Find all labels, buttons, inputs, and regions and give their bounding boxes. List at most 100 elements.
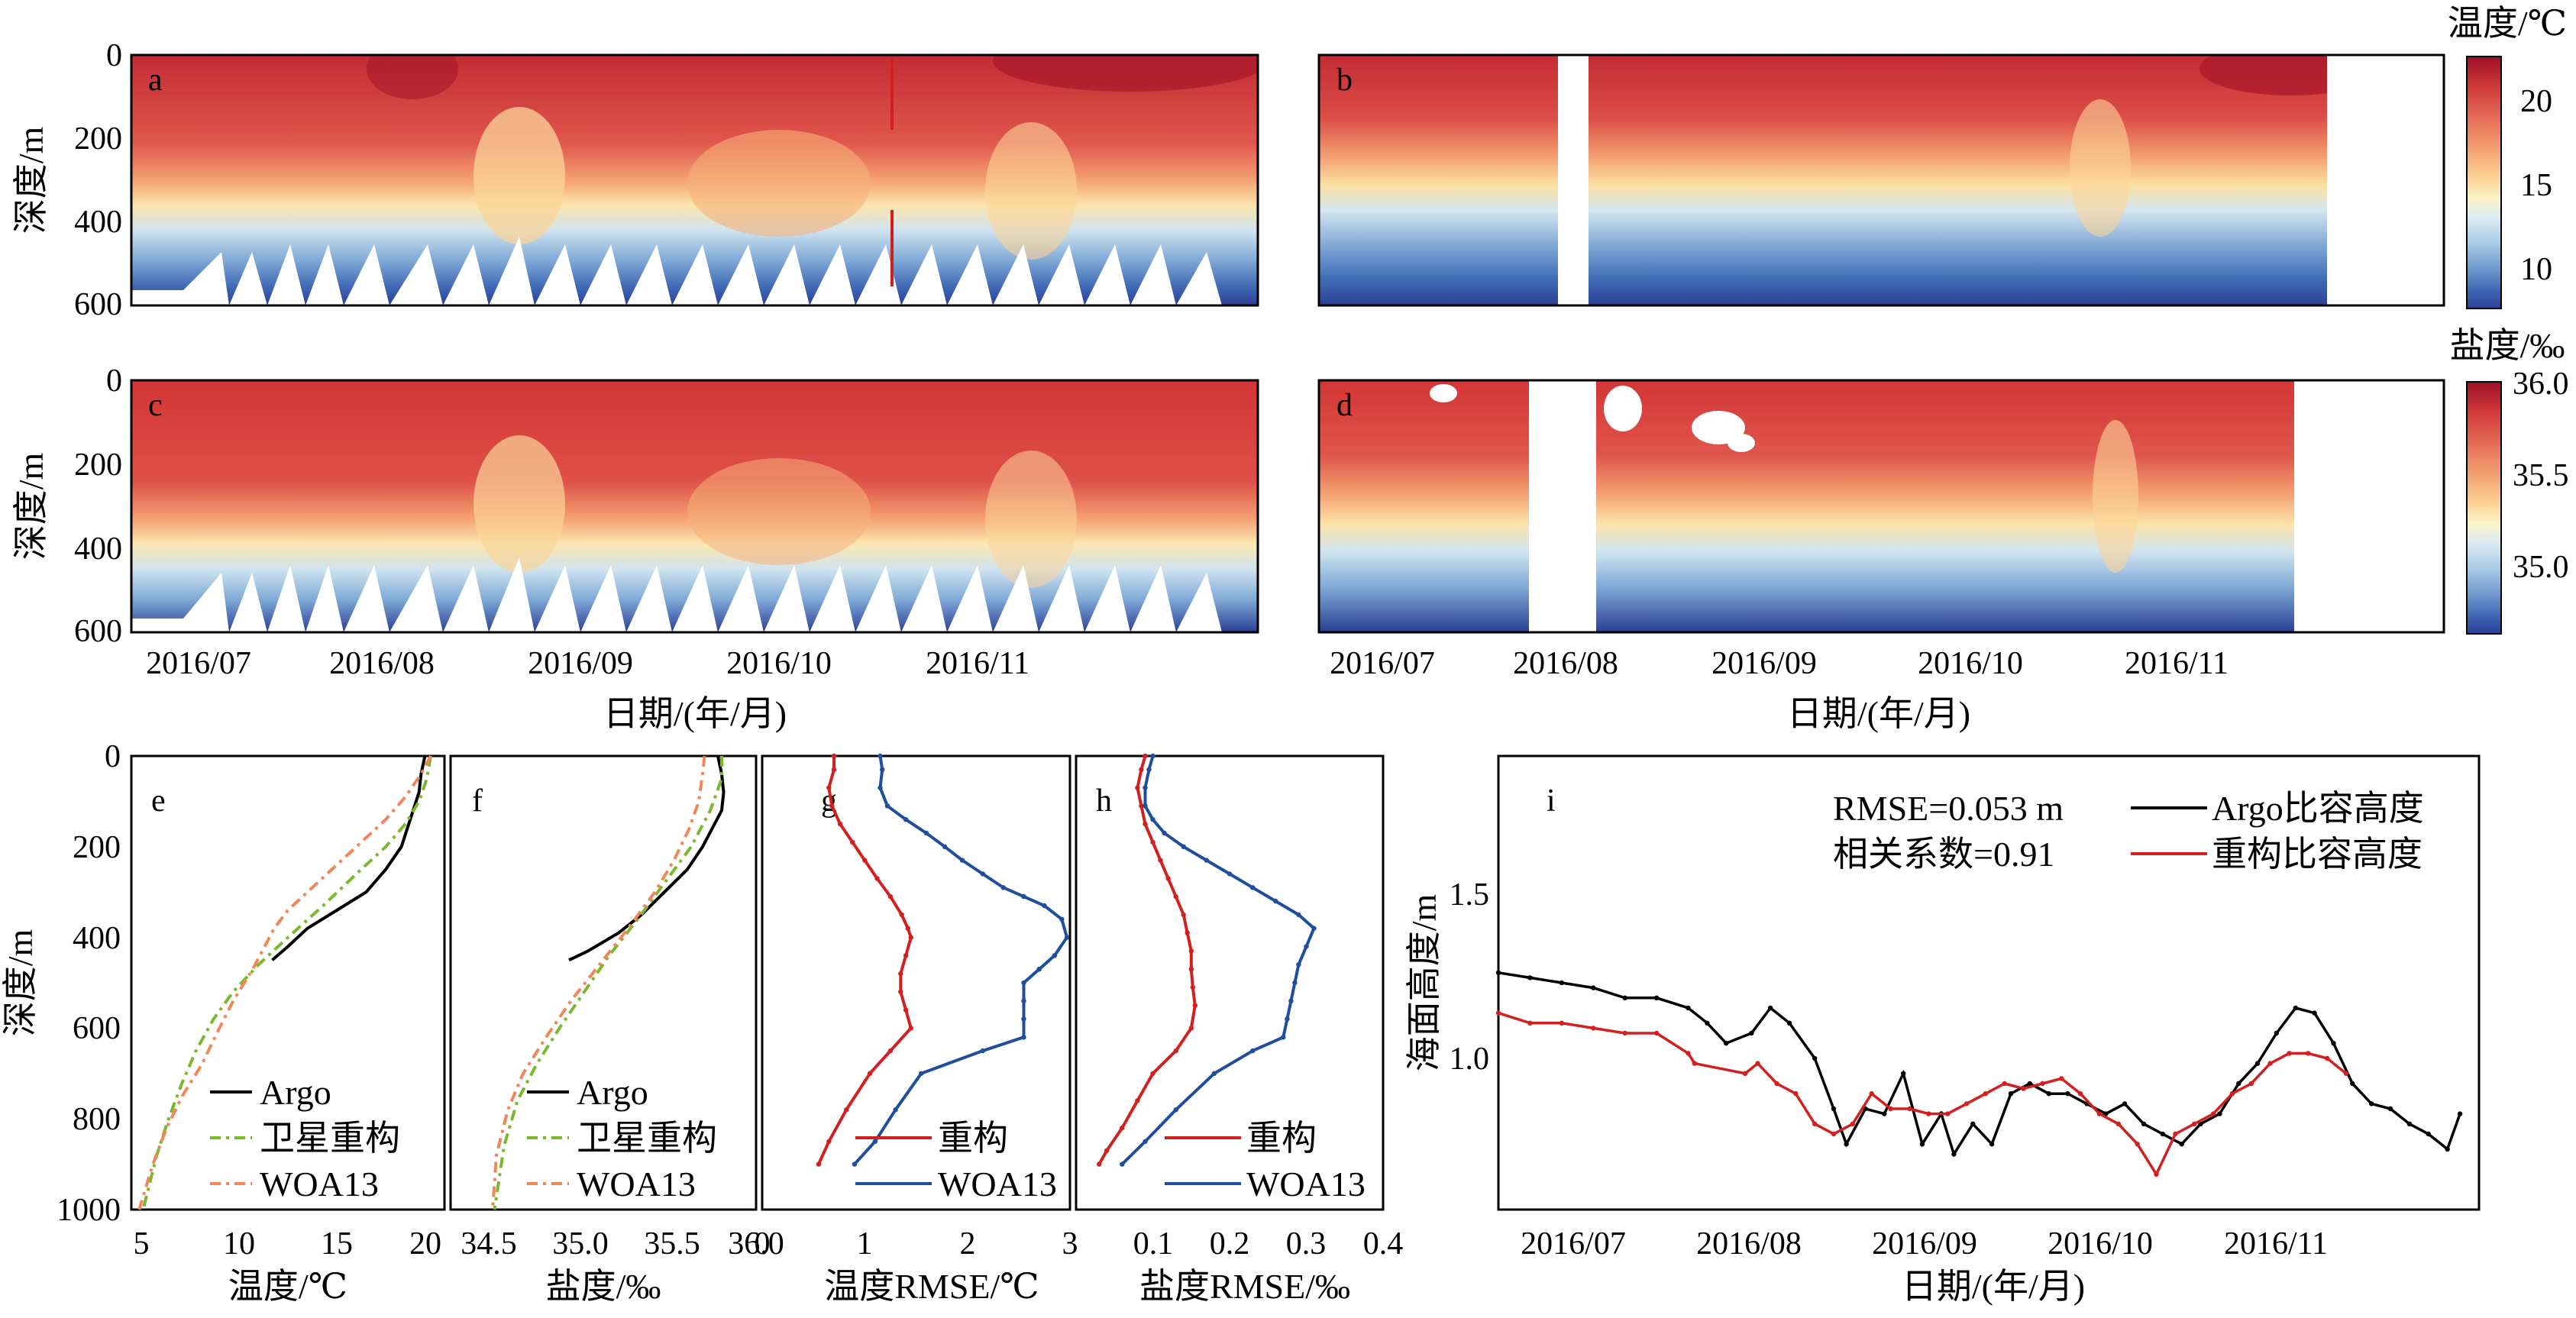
series-i-0-point-7 [1705, 1020, 1710, 1026]
series-h-1-point-10 [1273, 898, 1278, 904]
panel-c-label: c [148, 388, 163, 423]
panel-d: d 2016/07 2016/08 2016/09 2016/10 2016/1… [1317, 379, 2445, 681]
cbtick-temp-15: 15 [2520, 168, 2552, 203]
panel-i: i 1.5 1.0 海面高度/m 2016/07 2016/08 2016/09… [1404, 754, 2481, 1306]
series-g-0-point-7 [874, 876, 880, 881]
xtick-d-2016-10: 2016/10 [1918, 646, 2023, 681]
series-i-0-point-0 [1495, 970, 1501, 976]
xlabel-i: 日期/(年/月) [1902, 1267, 2085, 1306]
series-i-1-point-16 [1888, 1106, 1893, 1112]
series-h-1-line [1120, 755, 1316, 1166]
series-g-0-point-16 [908, 1026, 914, 1031]
xtick-h-03: 0.3 [1286, 1226, 1327, 1261]
series-h-0-point-16 [1173, 1048, 1178, 1054]
series-h-0-point-3 [1139, 803, 1144, 809]
series-i-1-line [1498, 1011, 2348, 1177]
series-h-0-point-21 [1097, 1161, 1102, 1167]
panel-f: f 34.5 35.0 35.5 36.0 盐度/‰ Argo 卫星重构 WOA… [449, 754, 784, 1306]
series-g-1-point-10 [1021, 893, 1026, 900]
plot-g-lines [816, 753, 1070, 1167]
series-i-1-point-39 [2325, 1055, 2330, 1061]
ytick-c-400: 400 [74, 531, 122, 567]
series-h-0-point-8 [1173, 893, 1178, 900]
xtick-d-2016-08: 2016/08 [1513, 646, 1618, 681]
series-g-1-point-19 [1021, 1035, 1026, 1040]
series-h-1-point-20 [1211, 1071, 1217, 1077]
ylabel-i: 海面高度/m [1404, 894, 1443, 1072]
series-h-1-point-9 [1250, 885, 1256, 890]
series-i-0-point-34 [2217, 1111, 2222, 1116]
colorbar-temperature-scale [2466, 56, 2502, 309]
series-i-0-point-2 [1559, 980, 1564, 986]
legend-h: 重构 WOA13 [1165, 1119, 1366, 1203]
series-i-0-point-4 [1622, 995, 1627, 1001]
series-i-0-point-18 [1919, 1142, 1925, 1147]
series-i-1-point-10 [1774, 1081, 1779, 1087]
series-i-0-point-32 [2179, 1142, 2184, 1147]
ytick-a-600: 600 [74, 287, 122, 322]
series-h-1-point-0 [1150, 753, 1155, 759]
ylabel-e: 深度/m [1, 929, 40, 1037]
series-g-1-point-16 [1021, 980, 1026, 986]
panel-i-frame [1497, 754, 2481, 1211]
ytick-c-600: 600 [74, 614, 122, 649]
series-h-0-point-9 [1181, 912, 1186, 918]
series-i-1-point-40 [2343, 1071, 2349, 1077]
ytick-c-0: 0 [106, 363, 122, 399]
series-h-1-point-4 [1150, 817, 1155, 822]
panel-c-frame [130, 379, 1259, 634]
panel-d-frame [1317, 379, 2445, 634]
series-i-1-point-25 [2059, 1076, 2064, 1081]
series-g-0-point-4 [837, 821, 843, 827]
series-i-1-point-14 [1850, 1121, 1856, 1127]
series-i-0-point-42 [2369, 1101, 2374, 1106]
legend-f-argo: Argo [577, 1073, 648, 1112]
panel-b-field [1319, 55, 2327, 305]
series-g-1-point-4 [903, 817, 909, 822]
ytick-a-400: 400 [74, 205, 122, 240]
series-f-0-line [568, 755, 726, 962]
xtick-c-2016-08: 2016/08 [329, 646, 435, 681]
series-h-1-point-22 [1143, 1139, 1148, 1145]
cbtick-sal-360: 36.0 [2513, 367, 2569, 402]
panel-f-frame [449, 754, 758, 1211]
plot-e-lines [137, 755, 433, 1210]
series-i-1-point-6 [1686, 1051, 1691, 1056]
series-h-0-point-14 [1192, 1003, 1198, 1008]
xtick-c-2016-10: 2016/10 [726, 646, 832, 681]
series-i-1-point-34 [2229, 1091, 2235, 1097]
series-g-0-point-17 [887, 1048, 894, 1054]
xtick-c-2016-09: 2016/09 [528, 646, 633, 681]
panel-e-label: e [151, 783, 166, 819]
series-i-1-point-5 [1653, 1030, 1660, 1036]
xlabel-g: 温度RMSE/℃ [824, 1267, 1039, 1306]
cbtick-temp-20: 20 [2520, 84, 2552, 119]
panel-a-data-gaps [131, 237, 1222, 305]
legend-i-argo: Argo比容高度 [2212, 789, 2424, 828]
series-i-0-point-43 [2387, 1106, 2393, 1112]
colorbar-temperature: 温度/℃ 20 15 10 [2448, 4, 2567, 309]
panel-d-field [1319, 380, 2294, 632]
series-f-1-line [493, 756, 723, 1210]
series-h-1-point-12 [1311, 926, 1317, 931]
series-h-1-point-1 [1146, 767, 1152, 772]
series-h-1-point-19 [1250, 1048, 1256, 1054]
series-i-0-point-8 [1724, 1041, 1729, 1046]
series-i-0-point-37 [2274, 1030, 2280, 1036]
series-i-1-point-13 [1831, 1131, 1837, 1137]
series-h-0-point-4 [1143, 821, 1148, 827]
panel-d-label: d [1336, 388, 1353, 423]
series-i-1-point-15 [1869, 1091, 1874, 1097]
panel-h-frame [1075, 754, 1385, 1211]
panel-d-xaxis: 2016/07 2016/08 2016/09 2016/10 2016/11 [1330, 646, 2229, 681]
panel-g-frame [761, 754, 1071, 1211]
series-g-1-point-20 [980, 1048, 986, 1054]
xtick-g-0: 0 [755, 1226, 771, 1261]
series-g-0-point-8 [887, 893, 894, 900]
ytick-e-800: 800 [73, 1102, 121, 1137]
xlabel-h: 盐度RMSE/‰ [1139, 1267, 1350, 1306]
series-h-1-point-16 [1288, 998, 1294, 1004]
series-g-0-line [817, 756, 913, 1165]
series-i-0-point-21 [1970, 1121, 1976, 1127]
series-i-1-point-1 [1527, 1020, 1533, 1026]
